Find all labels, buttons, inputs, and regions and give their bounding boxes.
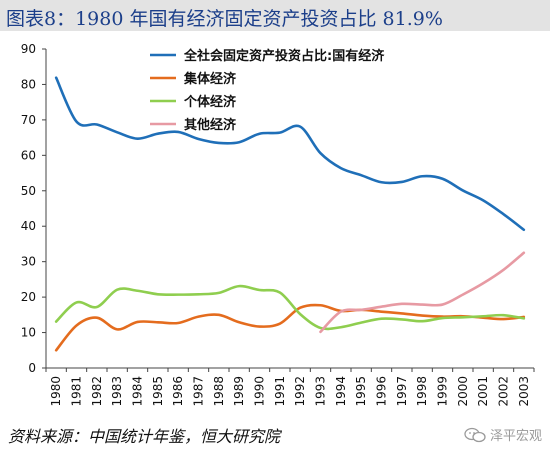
series-line-2 <box>54 303 526 352</box>
wechat-icon <box>464 427 486 442</box>
y-tick-label: 50 <box>21 184 36 198</box>
x-tick-label: 1985 <box>151 376 165 407</box>
x-tick-label: 1986 <box>171 376 185 407</box>
series-line-3 <box>54 284 526 331</box>
y-tick-label: 90 <box>21 42 36 56</box>
x-tick-label: 1998 <box>415 376 429 407</box>
x-tick-label: 1987 <box>192 376 206 407</box>
y-tick-label: 30 <box>21 255 36 269</box>
legend-label-1: 全社会固定资产投资占比:国有经济 <box>183 48 385 64</box>
watermark: 泽平宏观 <box>464 425 542 444</box>
series-line-4 <box>319 251 526 334</box>
x-tick-label: 1996 <box>375 376 389 407</box>
x-tick-label: 1981 <box>70 376 84 407</box>
x-tick-label: 1982 <box>90 376 104 407</box>
x-tick-label: 1992 <box>293 376 307 407</box>
x-tick-label: 1991 <box>273 376 287 407</box>
x-tick-label: 2000 <box>456 376 470 407</box>
page-title: 图表8：1980 年国有经济固定资产投资占比 81.9% <box>6 8 443 30</box>
series-line-1 <box>54 76 526 232</box>
chart-series <box>54 76 526 352</box>
legend-label-2: 集体经济 <box>183 71 237 87</box>
watermark-text: 泽平宏观 <box>489 429 542 444</box>
source-note: 资料来源：中国统计年鉴，恒大研究院 <box>8 427 281 446</box>
legend-label-4: 其他经济 <box>184 117 237 133</box>
x-tick-label: 1990 <box>253 376 267 407</box>
y-tick-label: 80 <box>21 77 36 91</box>
x-tick-label: 1997 <box>395 376 409 407</box>
chart-axes: 0 10 20 30 40 50 60 70 80 90 1980 1981 1982 1983 1984 1… <box>21 42 535 407</box>
y-tick-label: 10 <box>21 326 36 340</box>
x-tick-label: 1995 <box>354 376 368 407</box>
y-tick-label: 20 <box>21 290 36 304</box>
x-tick-label: 1980 <box>49 376 63 407</box>
x-tick-label: 1988 <box>212 376 226 407</box>
line-chart: 0 10 20 30 40 50 60 70 80 90 1980 1981 1982 1983 1984 1… <box>21 42 535 407</box>
legend-label-3: 个体经济 <box>183 94 237 110</box>
x-tick-label: 1989 <box>232 376 246 407</box>
y-tick-label: 40 <box>21 219 36 233</box>
x-tick-label: 1993 <box>314 376 328 407</box>
x-tick-label: 1994 <box>334 376 348 407</box>
y-tick-label: 60 <box>21 148 36 162</box>
x-tick-label: 2002 <box>497 376 511 407</box>
x-tick-label: 1983 <box>110 376 124 407</box>
y-tick-label: 70 <box>21 113 36 127</box>
x-tick-label: 1984 <box>131 376 145 407</box>
x-tick-label: 2003 <box>517 376 531 407</box>
y-tick-label: 0 <box>28 361 36 375</box>
x-tick-label: 1999 <box>436 376 450 407</box>
x-tick-label: 2001 <box>476 376 490 407</box>
title-bar: 图表8：1980 年国有经济固定资产投资占比 81.9% <box>0 0 550 31</box>
